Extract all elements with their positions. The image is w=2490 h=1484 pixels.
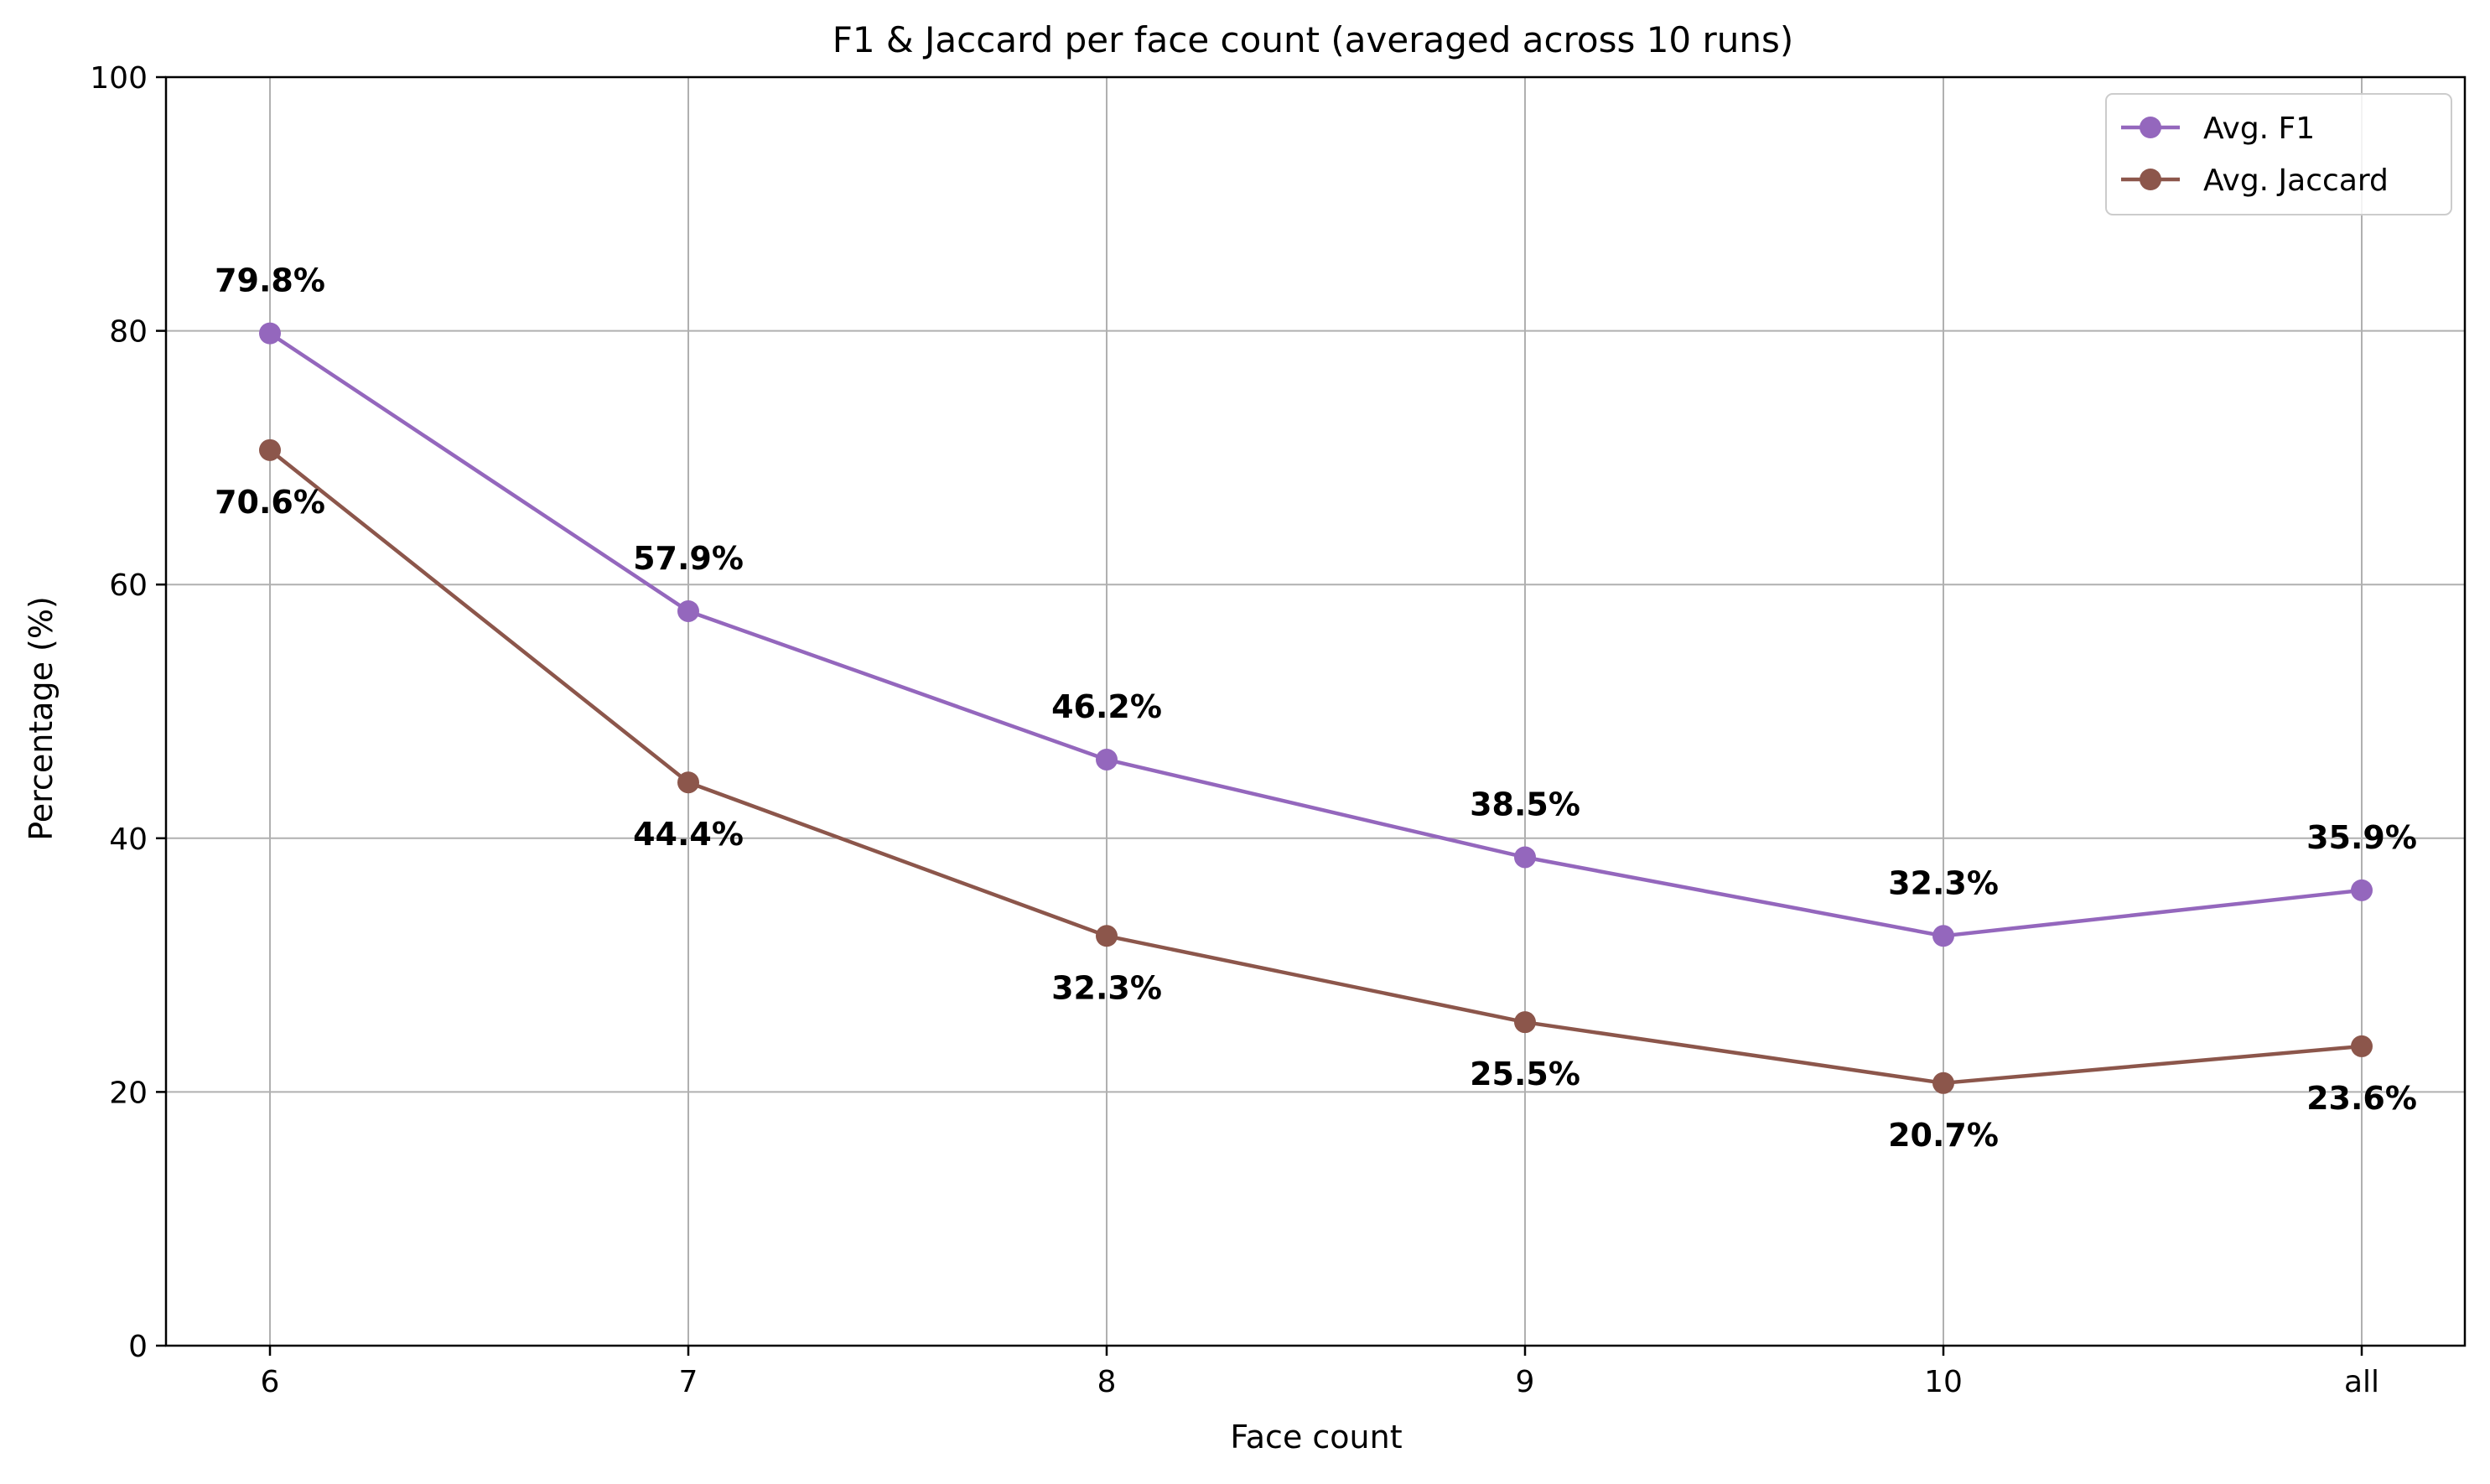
data-point bbox=[259, 322, 281, 345]
y-tick-label: 40 bbox=[109, 822, 148, 857]
data-point bbox=[1514, 846, 1536, 869]
legend-label: Avg. F1 bbox=[2203, 112, 2315, 146]
x-tick-label: 6 bbox=[261, 1365, 280, 1399]
data-point bbox=[1514, 1011, 1536, 1034]
data-label: 32.3% bbox=[1888, 864, 1999, 901]
data-label: 57.9% bbox=[633, 540, 744, 577]
data-label: 35.9% bbox=[2306, 819, 2417, 856]
data-label: 44.4% bbox=[633, 816, 744, 853]
legend-box bbox=[2105, 93, 2452, 215]
data-point bbox=[1096, 925, 1118, 947]
series-layer bbox=[259, 322, 2373, 1094]
x-tick-label: 7 bbox=[679, 1365, 698, 1399]
series-line-0 bbox=[268, 331, 2363, 938]
y-tick-label: 60 bbox=[109, 568, 148, 603]
y-tick-label: 20 bbox=[109, 1076, 148, 1110]
x-tick-label: all bbox=[2344, 1365, 2379, 1399]
data-label: 38.5% bbox=[1470, 786, 1580, 822]
data-point bbox=[2351, 879, 2373, 901]
legend-marker bbox=[2140, 169, 2161, 190]
axis-ticks: 6 7 8 9 10 all 0 20 40 60 80 100 bbox=[90, 61, 2379, 1399]
legend: Avg. F1 Avg. Jaccard bbox=[2105, 93, 2452, 215]
data-label: 23.6% bbox=[2306, 1080, 2417, 1117]
x-tick-label: 10 bbox=[1924, 1365, 1963, 1399]
x-axis-label: Face count bbox=[1230, 1419, 1402, 1455]
data-label: 79.8% bbox=[215, 262, 325, 299]
data-label: 25.5% bbox=[1470, 1056, 1580, 1092]
x-tick-label: 9 bbox=[1516, 1365, 1535, 1399]
data-point bbox=[2351, 1035, 2373, 1057]
chart-title: F1 & Jaccard per face count (averaged ac… bbox=[833, 19, 1794, 60]
series-line-1 bbox=[268, 449, 2363, 1086]
plot-frame bbox=[164, 75, 2467, 1347]
y-axis-label: Percentage (%) bbox=[23, 596, 60, 841]
data-label: 32.3% bbox=[1051, 969, 1162, 1006]
data-point bbox=[1096, 748, 1118, 771]
y-tick-label: 0 bbox=[128, 1330, 148, 1364]
legend-label: Avg. Jaccard bbox=[2203, 163, 2389, 198]
y-tick-label: 100 bbox=[90, 61, 148, 96]
x-tick-label: 8 bbox=[1097, 1365, 1117, 1399]
data-label: 70.6% bbox=[215, 484, 325, 521]
data-label: 20.7% bbox=[1888, 1117, 1999, 1154]
data-labels: 79.8% 57.9% 46.2% 38.5% 32.3% 35.9% 70.6% 44.4%… bbox=[215, 262, 2417, 1154]
legend-marker bbox=[2140, 117, 2161, 138]
data-point bbox=[677, 771, 699, 794]
data-point bbox=[677, 599, 699, 622]
data-point bbox=[259, 438, 281, 461]
data-point bbox=[1932, 925, 1954, 947]
data-point bbox=[1932, 1071, 1954, 1094]
data-label: 46.2% bbox=[1051, 688, 1162, 725]
y-tick-label: 80 bbox=[109, 315, 148, 350]
